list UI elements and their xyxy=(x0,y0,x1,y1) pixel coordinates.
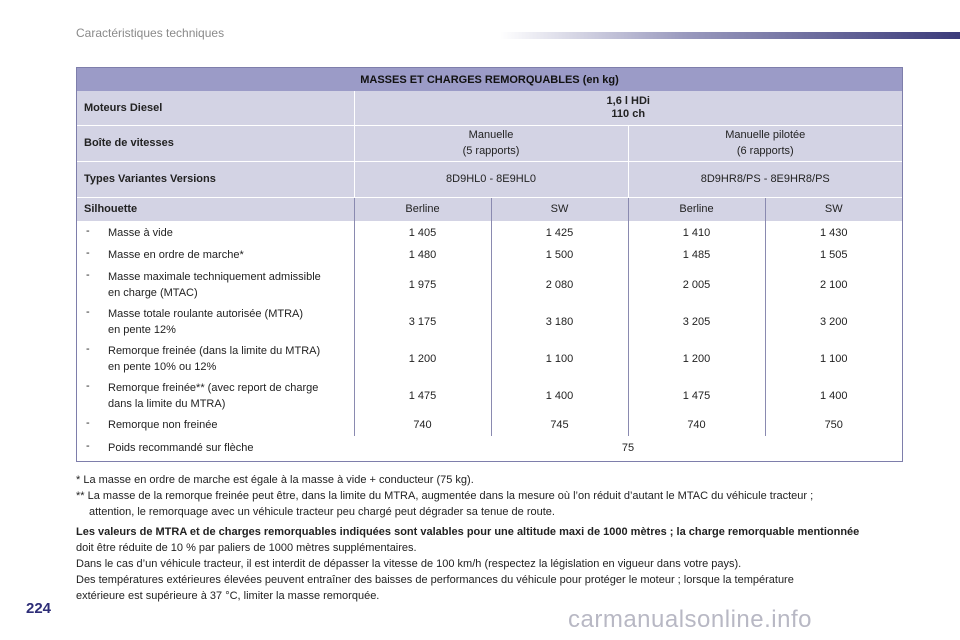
engine-value: 1,6 l HDi 110 ch xyxy=(353,91,902,125)
page-section-title: Caractéristiques techniques xyxy=(76,26,225,40)
cell-value: 750 xyxy=(764,414,902,436)
engine-line2: 110 ch xyxy=(611,107,646,120)
gearbox-manual-line2: (5 rapports) xyxy=(462,145,520,157)
cell-value: 1 485 xyxy=(627,244,765,266)
table-row: - Remorque freinée** (avec report de char… xyxy=(77,377,902,414)
cell-value: 1 100 xyxy=(764,340,902,377)
row-label: - Masse à vide xyxy=(86,224,173,239)
cell-value: 1 405 xyxy=(353,221,491,244)
mass-table-frame: MASSES ET CHARGES REMORQUABLES (en kg) M… xyxy=(76,67,903,462)
cell-value: 3 175 xyxy=(353,303,491,340)
cell-value: 745 xyxy=(490,414,628,436)
footnote-2: ** La masse de la remorque freinée peut … xyxy=(76,490,814,502)
cell-value: 1 505 xyxy=(764,244,902,266)
cell-value: 3 180 xyxy=(490,303,628,340)
gearbox-manual: Manuelle (5 rapports) xyxy=(353,124,628,161)
cell-value: 1 475 xyxy=(627,377,765,414)
row-label: - Poids recommandé sur flèche xyxy=(86,439,254,454)
cell-value: 1 200 xyxy=(627,340,765,377)
cell-value: 1 400 xyxy=(764,377,902,414)
table-row: - Masse maximale techniquement admissible… xyxy=(77,266,902,303)
header-decorative-bar xyxy=(500,32,960,39)
notice-paragraph: doit être réduite de 10 % par paliers de… xyxy=(76,542,417,554)
table-row: - Poids recommandé sur flèche 75 xyxy=(77,436,902,459)
notice-paragraph: extérieure est supérieure à 37 °C, limit… xyxy=(76,590,380,602)
silhouette-berline-1: Berline xyxy=(353,196,491,221)
footnote-2-continued: attention, le remorquage avec un véhicul… xyxy=(89,506,555,518)
cell-value: 1 430 xyxy=(764,221,902,244)
cell-value: 1 425 xyxy=(490,221,628,244)
gearbox-pilot: Manuelle pilotée (6 rapports) xyxy=(627,124,902,161)
mass-table: MASSES ET CHARGES REMORQUABLES (en kg) M… xyxy=(77,68,902,459)
gearbox-manual-line1: Manuelle xyxy=(468,129,514,141)
engine-label: Moteurs Diesel xyxy=(77,91,354,125)
cell-value: 1 500 xyxy=(490,244,628,266)
gearbox-pilot-line1: Manuelle pilotée xyxy=(725,129,806,141)
row-label: - Masse maximale techniquement admissible… xyxy=(86,268,321,299)
table-row: - Remorque freinée (dans la limite du MTR… xyxy=(77,340,902,377)
page-number: 224 xyxy=(26,600,52,617)
row-label: - Masse en ordre de marche* xyxy=(86,247,244,261)
cell-value: 1 480 xyxy=(353,244,491,266)
cell-value: 1 200 xyxy=(353,340,491,377)
table-row: - Masse totale roulante autorisée (MTRA) e… xyxy=(77,303,902,340)
cell-value: 1 400 xyxy=(490,377,628,414)
row-label: - Remorque freinée (dans la limite du MTR… xyxy=(86,342,321,373)
cell-value: 75 xyxy=(621,441,635,454)
cell-value: 740 xyxy=(353,414,491,436)
gearbox-label: Boîte de vitesses xyxy=(77,124,354,161)
row-label: - Remorque non freinée xyxy=(86,417,218,431)
silhouette-label: Silhouette xyxy=(77,196,354,221)
table-row: - Masse à vide 1 405 1 425 1 410 1 430 xyxy=(77,221,902,244)
cell-value: 1 975 xyxy=(353,266,491,303)
row-label: - Remorque freinée** (avec report de char… xyxy=(86,379,319,410)
cell-value: 2 005 xyxy=(627,266,765,303)
table-title: MASSES ET CHARGES REMORQUABLES (en kg) xyxy=(77,68,902,91)
notice-paragraph: Des températures extérieures élevées peu… xyxy=(76,574,794,586)
gearbox-pilot-line2: (6 rapports) xyxy=(736,145,794,157)
cell-value: 1 410 xyxy=(627,221,765,244)
engine-line1: 1,6 l HDi xyxy=(606,94,650,107)
table-title-row: MASSES ET CHARGES REMORQUABLES (en kg) xyxy=(77,68,902,91)
types-label: Types Variantes Versions xyxy=(77,160,354,197)
cell-value: 740 xyxy=(627,414,765,436)
silhouette-row: Silhouette Berline SW Berline SW xyxy=(77,196,902,221)
table-row: - Remorque non freinée 740 745 740 750 xyxy=(77,414,902,436)
row-label: - Masse totale roulante autorisée (MTRA) e… xyxy=(86,305,304,336)
gearbox-row: Boîte de vitesses Manuelle (5 rapports) … xyxy=(77,124,902,161)
altitude-notice: Les valeurs de MTRA et de charges remorq… xyxy=(76,526,860,538)
notice-paragraph: Dans le cas d’un véhicule tracteur, il e… xyxy=(76,558,742,570)
footnotes: * La masse en ordre de marche est égale … xyxy=(76,472,916,604)
cell-value: 2 080 xyxy=(490,266,628,303)
silhouette-berline-2: Berline xyxy=(627,196,765,221)
cell-value: 1 475 xyxy=(353,377,491,414)
cell-value: 3 205 xyxy=(627,303,765,340)
silhouette-sw-2: SW xyxy=(764,196,902,221)
footnote-1: * La masse en ordre de marche est égale … xyxy=(76,474,474,486)
types-manual: 8D9HL0 - 8E9HL0 xyxy=(353,160,628,197)
cell-value: 2 100 xyxy=(764,266,902,303)
silhouette-sw-1: SW xyxy=(490,196,628,221)
cell-value: 3 200 xyxy=(764,303,902,340)
table-row: - Masse en ordre de marche* 1 480 1 500 1… xyxy=(77,244,902,266)
cell-value: 1 100 xyxy=(490,340,628,377)
types-pilot: 8D9HR8/PS - 8E9HR8/PS xyxy=(627,160,902,197)
engine-row: Moteurs Diesel 1,6 l HDi 110 ch xyxy=(77,91,902,125)
types-row: Types Variantes Versions 8D9HL0 - 8E9HL0… xyxy=(77,160,902,197)
watermark: carmanualsonline.info xyxy=(568,606,812,633)
